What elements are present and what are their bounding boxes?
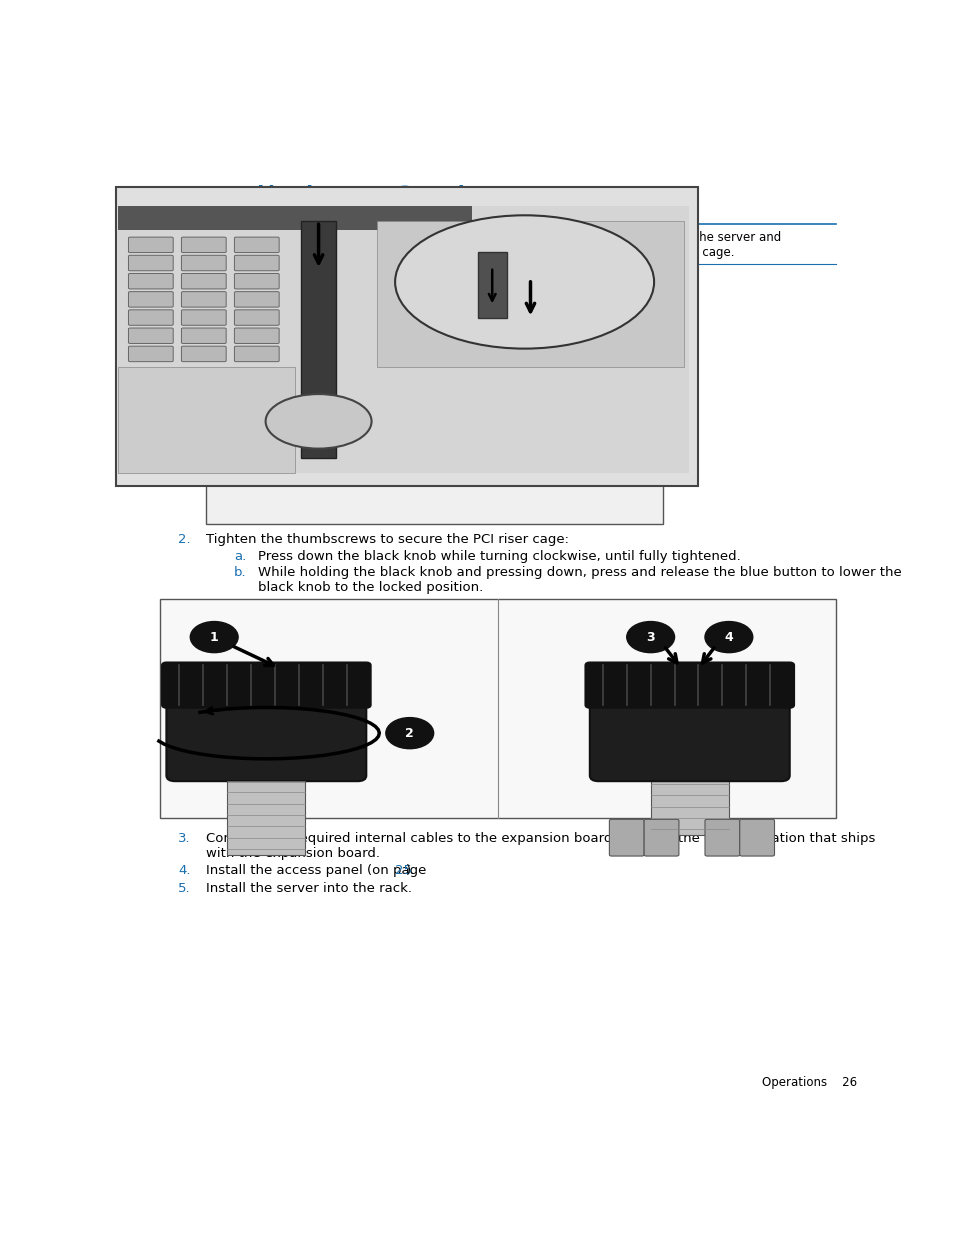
FancyBboxPatch shape: [234, 346, 279, 362]
Text: 3.: 3.: [178, 832, 191, 845]
FancyBboxPatch shape: [181, 256, 226, 270]
FancyBboxPatch shape: [129, 310, 173, 325]
Text: Connect any required internal cables to the expansion board. Refer to the docume: Connect any required internal cables to …: [206, 832, 875, 860]
FancyBboxPatch shape: [118, 206, 689, 473]
FancyBboxPatch shape: [181, 346, 226, 362]
FancyBboxPatch shape: [129, 329, 173, 343]
FancyBboxPatch shape: [181, 310, 226, 325]
Text: 1.: 1.: [178, 278, 191, 290]
Text: Install the server into the rack.: Install the server into the rack.: [206, 882, 412, 895]
Text: To prevent damage to the server or expansion boards, power down the server and
r: To prevent damage to the server or expan…: [288, 231, 780, 259]
Text: 5.: 5.: [178, 882, 191, 895]
FancyBboxPatch shape: [650, 764, 728, 835]
FancyBboxPatch shape: [115, 186, 698, 487]
Text: 1: 1: [210, 631, 218, 643]
FancyBboxPatch shape: [643, 819, 679, 856]
Text: 25: 25: [395, 864, 412, 877]
FancyBboxPatch shape: [129, 346, 173, 362]
Text: !: !: [202, 243, 206, 253]
Text: Align the PCI riser cage with the chassis and slide it into place.: Align the PCI riser cage with the chassi…: [206, 278, 625, 290]
FancyBboxPatch shape: [118, 367, 294, 473]
Text: 3: 3: [646, 631, 655, 643]
FancyBboxPatch shape: [181, 237, 226, 253]
FancyBboxPatch shape: [181, 273, 226, 289]
FancyBboxPatch shape: [206, 290, 662, 524]
FancyBboxPatch shape: [234, 291, 279, 308]
Circle shape: [265, 394, 371, 448]
Circle shape: [626, 621, 674, 652]
FancyBboxPatch shape: [704, 819, 739, 856]
FancyBboxPatch shape: [300, 221, 335, 458]
FancyBboxPatch shape: [234, 237, 279, 253]
Text: 4.: 4.: [178, 864, 191, 877]
FancyBboxPatch shape: [129, 237, 173, 253]
FancyBboxPatch shape: [227, 764, 305, 855]
FancyBboxPatch shape: [234, 310, 279, 325]
FancyBboxPatch shape: [234, 329, 279, 343]
FancyBboxPatch shape: [589, 685, 789, 782]
FancyBboxPatch shape: [162, 662, 371, 708]
FancyBboxPatch shape: [609, 819, 643, 856]
FancyBboxPatch shape: [181, 329, 226, 343]
Text: a.: a.: [233, 550, 246, 563]
Text: Install the PCI riser cage: Install the PCI riser cage: [160, 185, 633, 224]
Circle shape: [190, 621, 238, 652]
FancyBboxPatch shape: [160, 599, 836, 818]
FancyBboxPatch shape: [477, 252, 506, 319]
FancyBboxPatch shape: [234, 256, 279, 270]
FancyBboxPatch shape: [166, 685, 366, 782]
FancyBboxPatch shape: [234, 273, 279, 289]
Circle shape: [385, 718, 434, 748]
Text: Press down the black knob while turning clockwise, until fully tightened.: Press down the black knob while turning …: [258, 550, 740, 563]
FancyBboxPatch shape: [129, 256, 173, 270]
Circle shape: [704, 621, 752, 652]
Circle shape: [395, 215, 654, 348]
FancyBboxPatch shape: [377, 221, 682, 367]
FancyBboxPatch shape: [129, 291, 173, 308]
FancyBboxPatch shape: [118, 206, 471, 231]
FancyBboxPatch shape: [739, 819, 774, 856]
Text: ).: ).: [406, 864, 415, 877]
FancyBboxPatch shape: [585, 662, 793, 708]
Text: Operations    26: Operations 26: [761, 1076, 857, 1089]
Text: CAUTION:: CAUTION:: [233, 231, 298, 245]
FancyBboxPatch shape: [181, 291, 226, 308]
Text: Install the access panel (on page: Install the access panel (on page: [206, 864, 431, 877]
Text: 4: 4: [723, 631, 733, 643]
Text: Tighten the thumbscrews to secure the PCI riser cage:: Tighten the thumbscrews to secure the PC…: [206, 534, 569, 546]
FancyBboxPatch shape: [129, 273, 173, 289]
Text: 2: 2: [405, 726, 414, 740]
Text: b.: b.: [233, 566, 246, 578]
Text: While holding the black knob and pressing down, press and release the blue butto: While holding the black knob and pressin…: [258, 566, 901, 594]
Text: 2.: 2.: [178, 534, 191, 546]
